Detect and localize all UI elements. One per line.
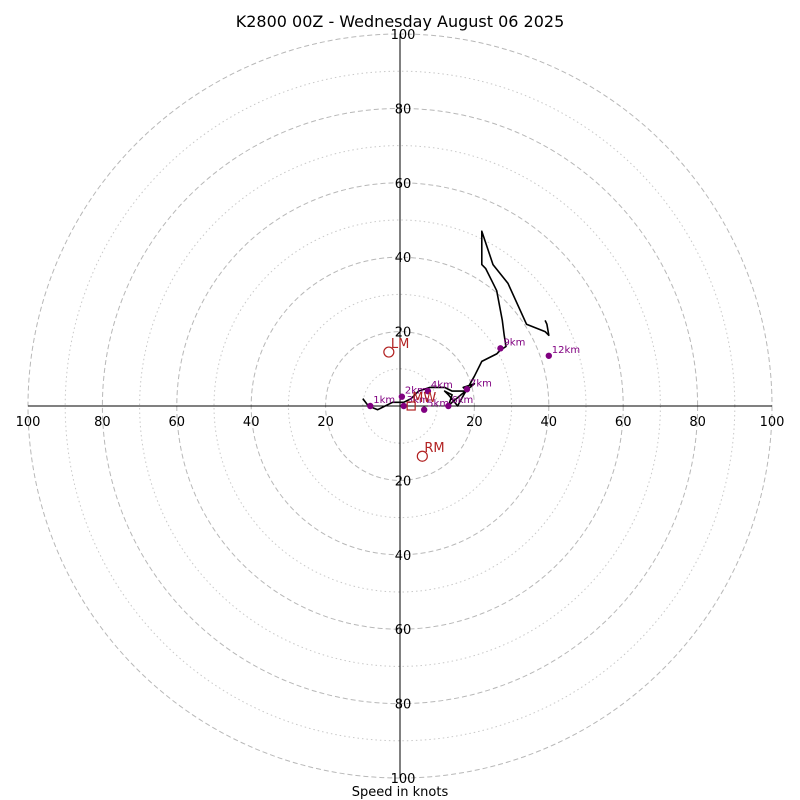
y-tick-label: 60 — [395, 177, 412, 192]
height-marker-point — [463, 386, 471, 393]
height-marker-label: 4km — [431, 380, 453, 391]
height-marker-label: 2km — [405, 386, 427, 397]
storm-motion-marker — [416, 450, 428, 462]
x-tick-label: 80 — [94, 415, 111, 430]
hodograph-line-group — [362, 230, 550, 411]
height-marker-point — [424, 387, 432, 395]
height-marker-point — [545, 352, 552, 359]
height-marker-point — [445, 402, 452, 410]
height-marker-label: 5km — [427, 399, 449, 410]
x-tick-label: 40 — [541, 415, 558, 430]
height-marker-label: 1km — [373, 395, 395, 406]
height-marker-label: 3km — [407, 395, 429, 406]
y-tick-label: 80 — [395, 102, 412, 117]
storm-motion-label: RM — [424, 441, 444, 456]
x-tick-label: 80 — [689, 415, 706, 430]
mean-wind-label: MW — [412, 391, 436, 406]
height-marker-label: 6km — [451, 395, 473, 406]
height-marker-label: 7km — [470, 378, 492, 389]
axes — [28, 34, 772, 778]
y-tick-label: 60 — [395, 623, 412, 638]
y-tick-label: 100 — [391, 772, 416, 787]
x-tick-label: 20 — [317, 415, 334, 430]
x-axis-label: Speed in knots — [352, 785, 449, 800]
y-tick-label: 40 — [395, 251, 412, 266]
x-tick-label: 60 — [169, 415, 186, 430]
x-tick-label: 100 — [760, 415, 785, 430]
y-tick-label: 20 — [395, 474, 412, 489]
mean-wind-marker — [406, 401, 416, 411]
y-tick-label: 20 — [395, 326, 412, 341]
tick-labels: 100 80 60 40 20 20 40 60 80 100 100 80 60 40 20 20 40 60 8… — [16, 28, 785, 787]
height-marker-point — [398, 393, 406, 400]
height-marker-point — [497, 345, 504, 352]
height-marker-label: 12km — [552, 345, 580, 356]
hodograph-line — [362, 230, 550, 411]
x-tick-label: 60 — [615, 415, 632, 430]
chart-title: K2800 00Z - Wednesday August 06 2025 — [236, 12, 565, 31]
x-tick-label: 100 — [16, 415, 41, 430]
height-marker-point — [420, 406, 428, 413]
height-marker-label: 9km — [503, 337, 525, 348]
storm-motion-label: LM — [391, 337, 409, 352]
y-tick-label: 80 — [395, 698, 412, 713]
x-tick-label: 40 — [243, 415, 260, 430]
height-marker-point — [367, 402, 374, 410]
storm-motion-markers: LM RM MW — [383, 337, 445, 462]
height-marker-point — [400, 402, 407, 410]
storm-motion-marker — [383, 346, 395, 358]
y-tick-label: 40 — [395, 549, 412, 564]
y-tick-label: 100 — [391, 28, 416, 43]
x-tick-label: 20 — [466, 415, 483, 430]
